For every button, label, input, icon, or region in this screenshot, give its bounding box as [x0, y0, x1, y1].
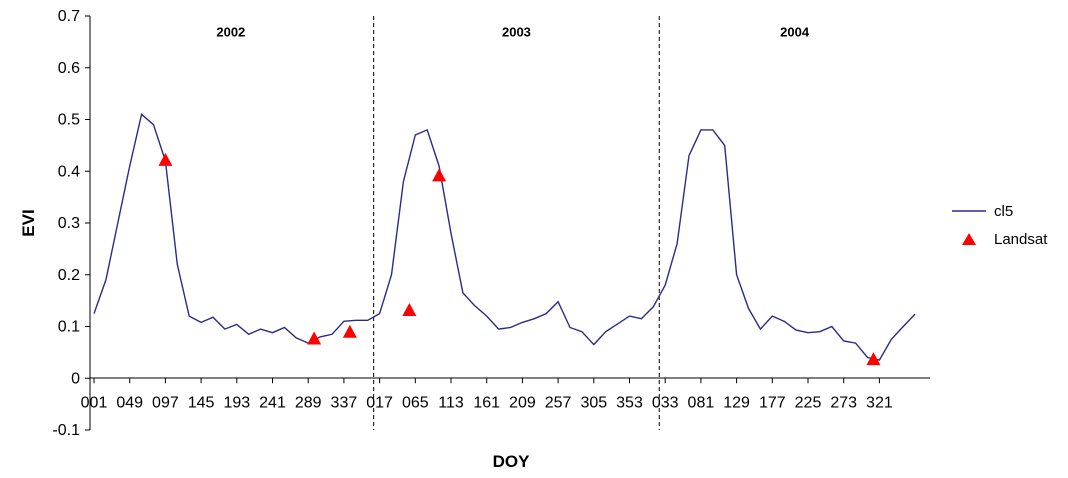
legend: cl5 Landsat	[952, 203, 1048, 248]
x-tick-label: 353	[616, 394, 643, 411]
y-tick-label: 0.1	[58, 319, 80, 336]
landsat-point	[866, 352, 881, 366]
x-tick-label: 129	[723, 394, 750, 411]
y-tick-label: 0	[71, 370, 80, 387]
year-dividers	[373, 16, 660, 430]
y-axis-ticks: -0.1 0 0.1 0.2 0.3 0.4 0.5 0.6 0.7	[52, 8, 90, 439]
y-tick-label: -0.1	[52, 422, 80, 439]
x-axis-title: DOY	[493, 452, 531, 471]
y-axis-title: EVI	[19, 209, 38, 236]
x-tick-label: 273	[830, 394, 857, 411]
y-tick-label: 0.2	[58, 267, 80, 284]
x-tick-label: 305	[580, 394, 607, 411]
legend-landsat-marker	[962, 233, 976, 245]
landsat-point	[158, 152, 173, 166]
y-tick-label: 0.7	[58, 8, 80, 25]
x-axis-ticks: 001 049 097 145 193 241 289 337 017 065 113 161 209 2…	[81, 378, 893, 411]
series-line-cl5	[93, 113, 916, 361]
y-tick-label: 0.4	[58, 163, 80, 180]
x-tick-label: 033	[652, 394, 679, 411]
x-tick-label: 225	[795, 394, 822, 411]
x-tick-label: 145	[188, 394, 215, 411]
x-tick-label: 241	[259, 394, 286, 411]
y-tick-label: 0.6	[58, 60, 80, 77]
x-tick-label: 001	[81, 394, 108, 411]
x-tick-label: 081	[688, 394, 715, 411]
x-tick-label: 321	[866, 394, 893, 411]
x-tick-label: 209	[509, 394, 536, 411]
series-landsat-markers	[158, 152, 881, 366]
year-label: 2003	[502, 25, 531, 40]
landsat-point	[307, 331, 322, 345]
year-label: 2002	[216, 25, 245, 40]
x-tick-label: 161	[473, 394, 500, 411]
x-tick-label: 049	[116, 394, 143, 411]
x-tick-label: 097	[152, 394, 179, 411]
landsat-point	[432, 168, 447, 182]
x-tick-label: 113	[438, 394, 464, 411]
x-tick-label: 337	[331, 394, 358, 411]
x-tick-label: 065	[402, 394, 429, 411]
x-tick-label: 193	[223, 394, 250, 411]
x-tick-label: 017	[366, 394, 393, 411]
legend-landsat-label: Landsat	[994, 231, 1048, 248]
y-tick-label: 0.5	[58, 112, 80, 129]
year-labels: 2002 2003 2004	[216, 25, 809, 40]
year-label: 2004	[780, 25, 810, 40]
landsat-point	[342, 324, 357, 338]
y-tick-label: 0.3	[58, 215, 80, 232]
x-tick-label: 289	[295, 394, 322, 411]
legend-cl5-label: cl5	[994, 203, 1013, 220]
x-tick-label: 257	[545, 394, 572, 411]
landsat-point	[402, 302, 417, 316]
x-tick-label: 177	[759, 394, 786, 411]
